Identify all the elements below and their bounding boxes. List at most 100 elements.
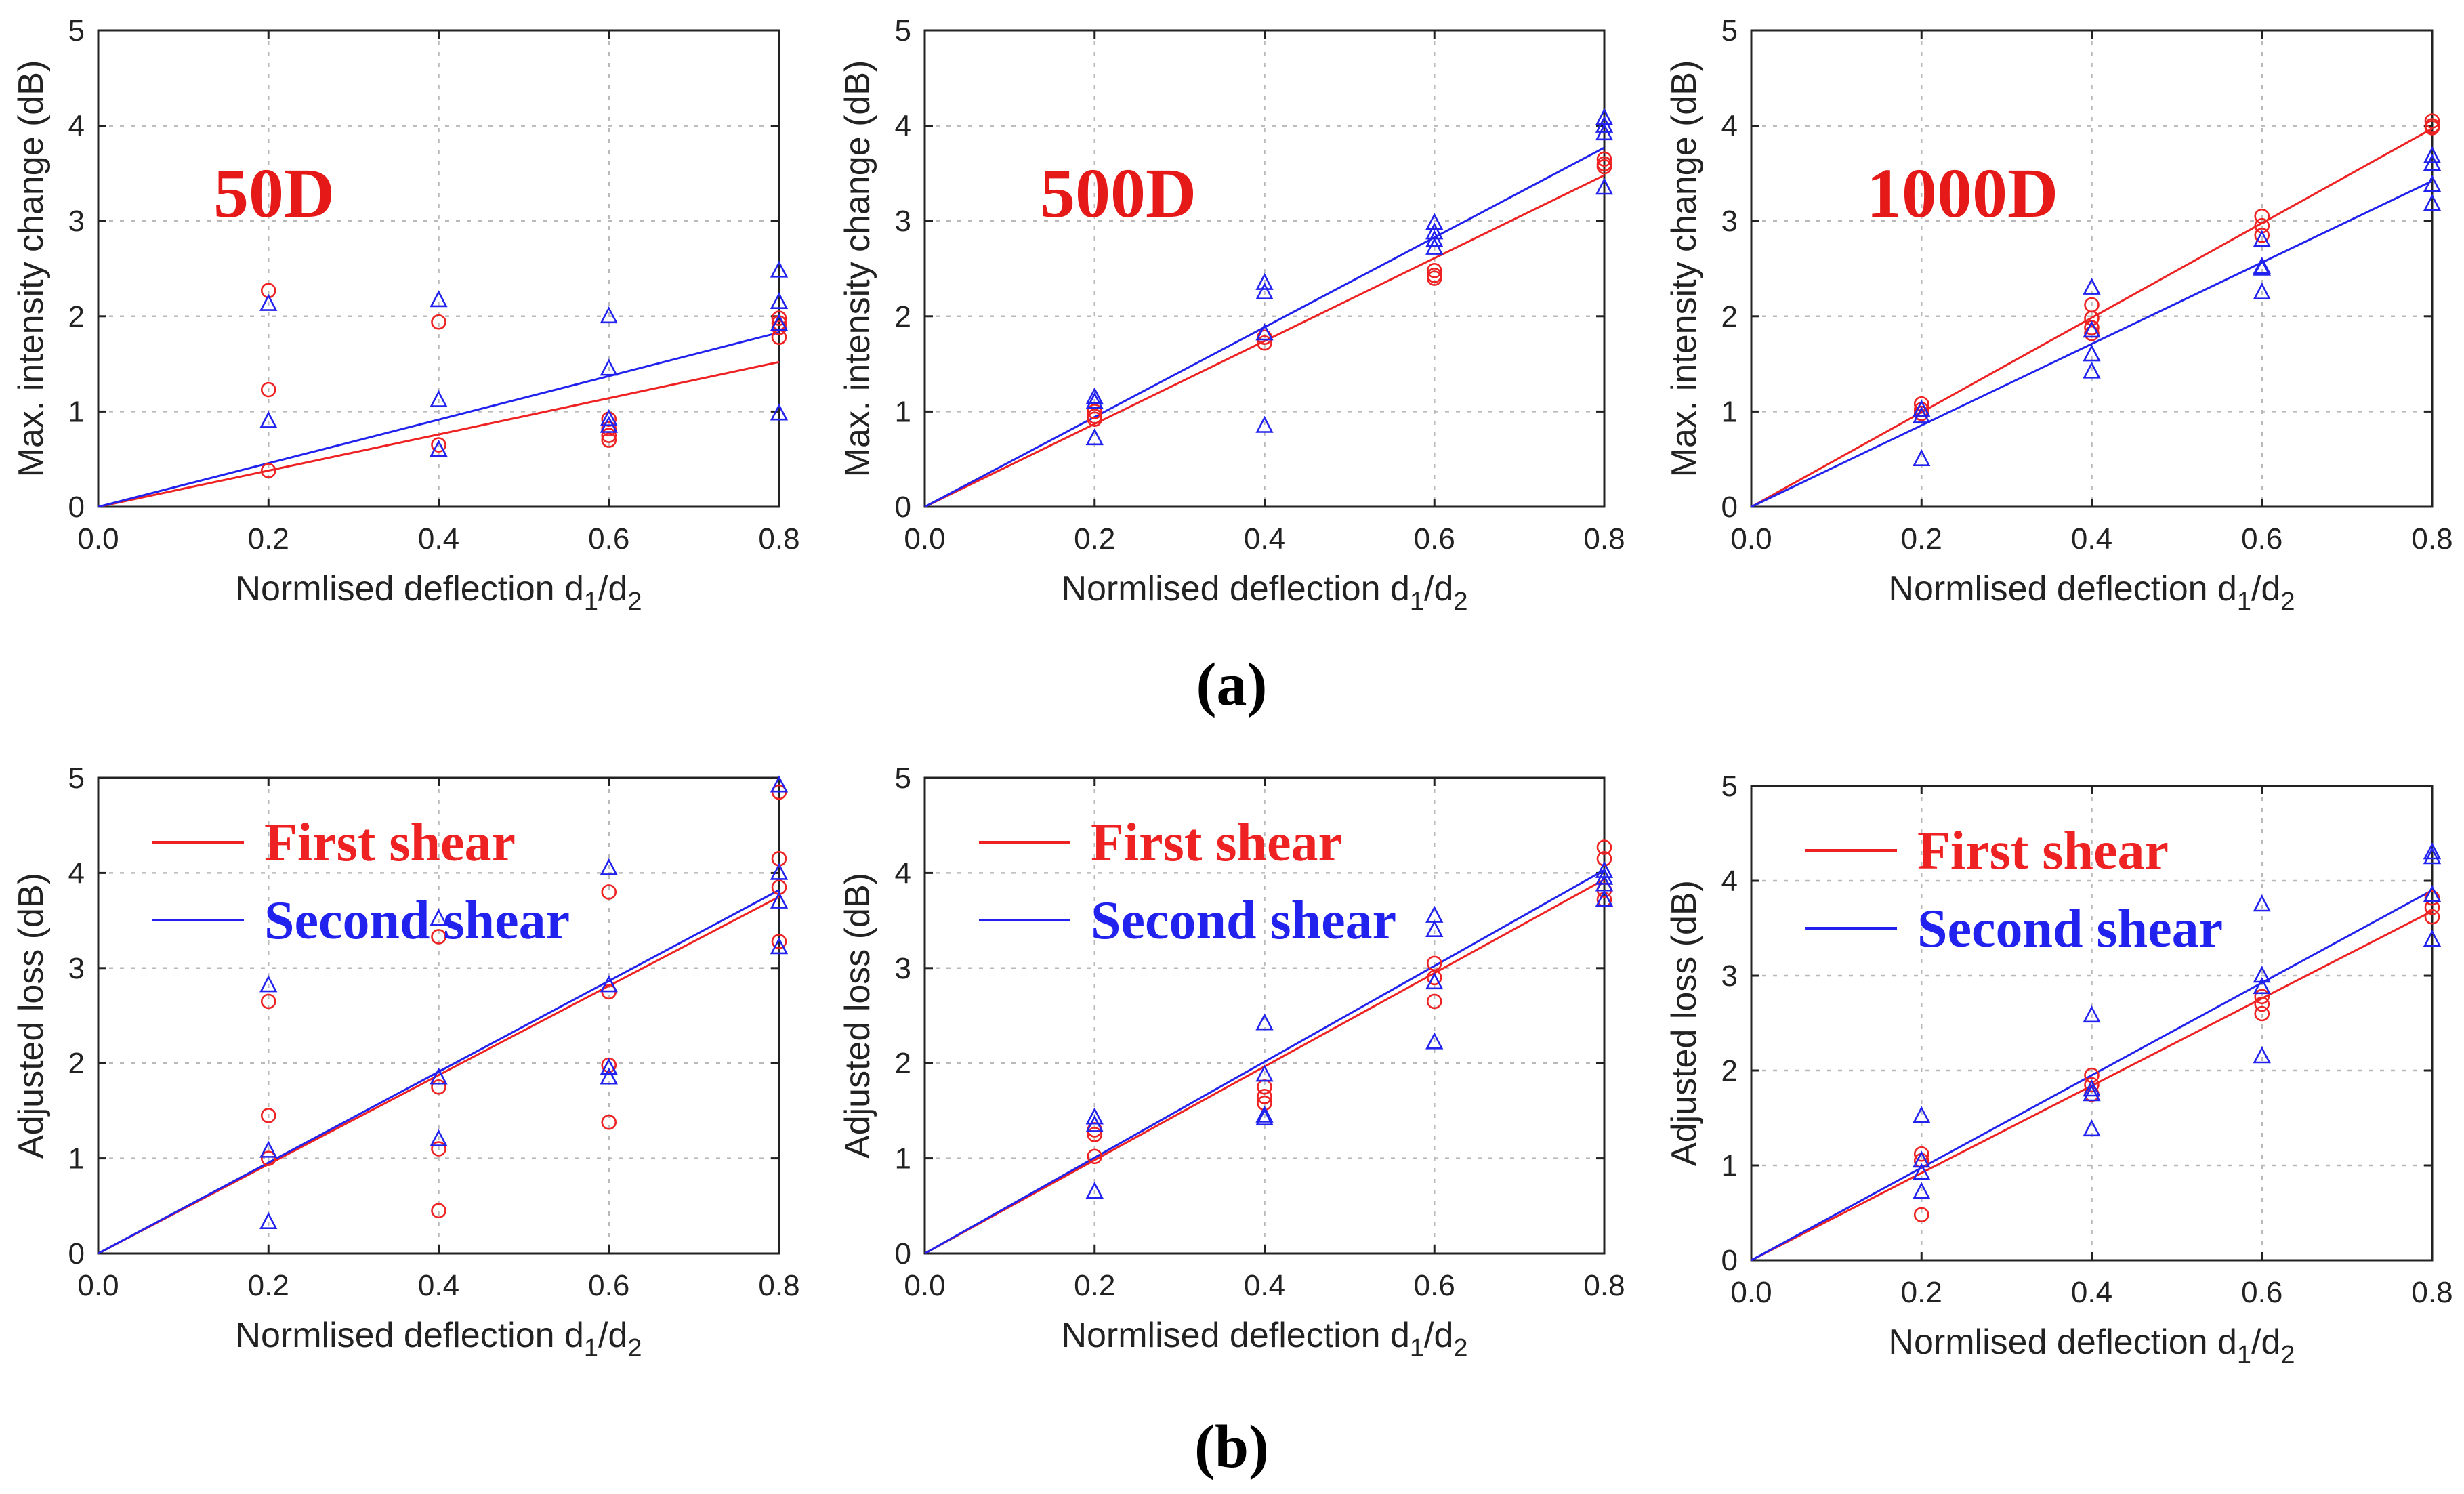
chart-a2-point-first — [1087, 404, 1103, 419]
chart-a3-y-tick-label: 0 — [1721, 491, 1738, 524]
chart-a1-point-second — [770, 260, 789, 278]
chart-b3-legend-label-second: Second shear — [1917, 899, 2223, 959]
chart-b2-y-tick-label: 5 — [895, 762, 911, 795]
chart-a2-point-second — [1595, 178, 1614, 195]
chart-b2-x-axis-label: Normlised deflection d1/d2 — [1061, 1316, 1467, 1363]
chart-a2-point-first — [1426, 270, 1442, 286]
chart-b3-y-tick-label: 2 — [1721, 1054, 1738, 1087]
chart-b3-point-first — [2424, 890, 2440, 906]
chart-a1-fit-line-first — [98, 360, 780, 508]
chart-a2-y-tick-label: 1 — [895, 395, 911, 428]
chart-b2-point-second — [1595, 867, 1614, 885]
chart-a3-x-tick-label: 0.8 — [2411, 522, 2452, 556]
chart-b1-y-tick-label: 2 — [68, 1047, 85, 1080]
chart-b3-point-second — [2253, 894, 2271, 912]
chart-b1-point-second — [259, 975, 278, 993]
chart-b1-point-first — [260, 1150, 276, 1166]
chart-a1-point-second — [600, 306, 618, 324]
chart-b1-point-first — [431, 1141, 446, 1157]
chart-a2-x-label-part: Normlised deflection d — [1061, 569, 1409, 608]
chart-b2-point-first — [1426, 970, 1442, 986]
chart-a1-axes-frame — [97, 29, 780, 508]
chart-a1-point-first — [601, 421, 617, 437]
chart-a2-y-axis-label: Max. intensity change (dB) — [838, 60, 877, 478]
chart-a2-x-tick-label: 0.4 — [1244, 522, 1285, 556]
chart-a1-x-tick-label: 0.8 — [758, 522, 799, 556]
chart-a3-point-second — [1913, 406, 1931, 423]
chart-b3-x-label-part: /d — [2251, 1323, 2280, 1362]
chart-a3-point-first — [2254, 227, 2270, 243]
chart-b1-y-tick-label: 3 — [68, 952, 85, 985]
chart-b3-legend-label-first: First shear — [1917, 821, 2169, 881]
chart-b2-point-first — [1426, 993, 1442, 1010]
chart-b3-point-first — [2084, 1077, 2100, 1093]
chart-a1-point-second — [600, 358, 618, 376]
chart-a1-y-axis-label: Max. intensity change (dB) — [12, 60, 51, 478]
chart-b3-x-axis-label: Normlised deflection d1/d2 — [1888, 1323, 2295, 1369]
chart-b1-point-second — [770, 775, 789, 793]
chart-a3-y-tick-label: 4 — [1721, 110, 1738, 143]
chart-b1-x-tick-label: 0.0 — [77, 1269, 119, 1302]
chart-a1-y-tick-label: 2 — [68, 300, 85, 333]
chart-b2-point-second — [1085, 1107, 1104, 1125]
chart-b2-x-label-part: 1 — [1410, 1334, 1424, 1363]
chart-a3-point-first — [2424, 113, 2440, 129]
chart-a2-point-second — [1085, 387, 1104, 404]
chart-b2-point-second — [1085, 1115, 1104, 1132]
chart-b3-x-label-part: 1 — [2237, 1341, 2251, 1369]
chart-a2-point-second — [1425, 213, 1444, 230]
chart-b2-legend-label-second: Second shear — [1091, 891, 1396, 951]
chart-b3-point-first — [2424, 909, 2440, 925]
chart-a1-point-first — [601, 432, 617, 448]
chart-a2-x-tick-label: 0.2 — [1074, 522, 1115, 556]
chart-b1-axes-frame — [97, 776, 780, 1255]
chart-b1-y-tick-label: 0 — [68, 1237, 85, 1270]
chart-a2-x-label-part: 1 — [1410, 587, 1424, 616]
chart-a2-x-tick-label: 0.0 — [904, 522, 945, 556]
chart-b3-y-tick-label: 4 — [1721, 865, 1738, 898]
chart-a1-point-first — [260, 381, 276, 398]
chart-b2-point-first — [1596, 839, 1612, 855]
chart-b1-x-label-part: /d — [598, 1316, 627, 1355]
chart-b3-x-tick-label: 0.2 — [1901, 1276, 1942, 1309]
chart-a2-x-axis-label: Normlised deflection d1/d2 — [1061, 569, 1467, 616]
chart-a2-x-label-part: /d — [1424, 569, 1453, 608]
chart-a2-point-second — [1255, 282, 1274, 299]
chart-a3-x-label-part: 1 — [2237, 587, 2251, 616]
chart-a1-y-tick-label: 5 — [68, 14, 85, 47]
chart-b3-point-second — [2423, 847, 2442, 865]
chart-a1-point-second — [770, 314, 789, 331]
chart-b3-x-tick-label: 0.0 — [1730, 1276, 1772, 1309]
chart-b1-x-tick-label: 0.2 — [248, 1269, 289, 1302]
chart-b2-x-tick-label: 0.4 — [1244, 1269, 1285, 1302]
chart-b1-legend-label-first: First shear — [264, 813, 516, 873]
chart-a1-point-second — [770, 403, 789, 421]
chart-b1-y-tick-label: 1 — [68, 1142, 85, 1176]
chart-b3-x-tick-label: 0.6 — [2241, 1276, 2282, 1309]
chart-a2-x-tick-label: 0.8 — [1583, 522, 1625, 556]
chart-a3-point-second — [2253, 230, 2271, 247]
chart-a2-point-second — [1255, 272, 1274, 290]
chart-b2-x-tick-label: 0.8 — [1583, 1269, 1625, 1302]
chart-a3-y-tick-label: 2 — [1721, 300, 1738, 333]
chart-b2-point-second — [1255, 1064, 1274, 1082]
chart-b1-point-second — [259, 1211, 278, 1229]
chart-b3-point-second — [2083, 1079, 2101, 1097]
chart-a3-y-tick-label: 1 — [1721, 395, 1738, 428]
chart-b2-point-second — [1425, 1032, 1444, 1050]
chart-a3-panel-label: 1000D — [1866, 154, 2058, 232]
chart-a1-y-tick-label: 0 — [68, 491, 85, 524]
chart-b1-point-first — [260, 1108, 276, 1123]
chart-a1-x-tick-label: 0.6 — [588, 522, 629, 556]
chart-a2-point-second — [1595, 123, 1614, 141]
chart-b2-point-second — [1425, 972, 1444, 990]
chart-b1-x-tick-label: 0.8 — [758, 1269, 799, 1302]
chart-b3-axes-frame — [1750, 785, 2434, 1262]
chart-b3-point-first — [2254, 989, 2270, 1005]
chart-a3-y-tick-label: 5 — [1721, 14, 1738, 47]
chart-b1-point-first — [431, 1079, 446, 1095]
chart-b3-point-first — [2254, 996, 2270, 1012]
chart-a3-point-second — [2253, 258, 2271, 276]
